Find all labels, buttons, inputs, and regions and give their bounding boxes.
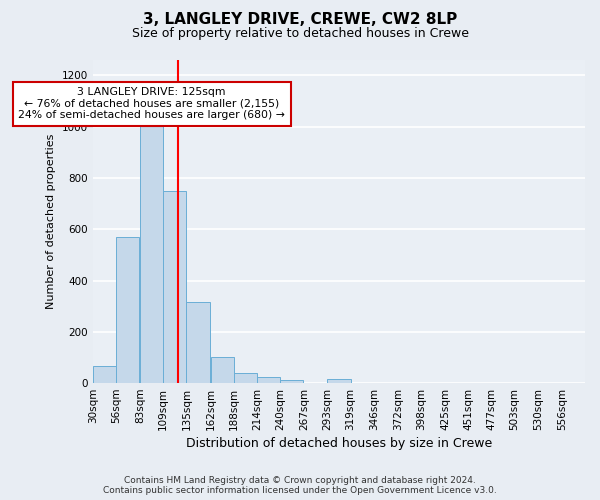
Bar <box>116 237 139 383</box>
Bar <box>140 126 163 383</box>
Bar <box>328 379 350 383</box>
Bar <box>163 191 187 383</box>
Bar <box>93 366 116 383</box>
Bar <box>234 374 257 383</box>
Y-axis label: Number of detached properties: Number of detached properties <box>46 134 56 309</box>
X-axis label: Distribution of detached houses by size in Crewe: Distribution of detached houses by size … <box>186 437 492 450</box>
Text: 3, LANGLEY DRIVE, CREWE, CW2 8LP: 3, LANGLEY DRIVE, CREWE, CW2 8LP <box>143 12 457 28</box>
Text: 3 LANGLEY DRIVE: 125sqm
← 76% of detached houses are smaller (2,155)
24% of semi: 3 LANGLEY DRIVE: 125sqm ← 76% of detache… <box>18 87 285 120</box>
Bar <box>211 358 234 383</box>
Bar <box>187 302 209 383</box>
Text: Contains HM Land Registry data © Crown copyright and database right 2024.
Contai: Contains HM Land Registry data © Crown c… <box>103 476 497 495</box>
Text: Size of property relative to detached houses in Crewe: Size of property relative to detached ho… <box>131 28 469 40</box>
Bar <box>280 380 303 383</box>
Bar <box>257 378 280 383</box>
